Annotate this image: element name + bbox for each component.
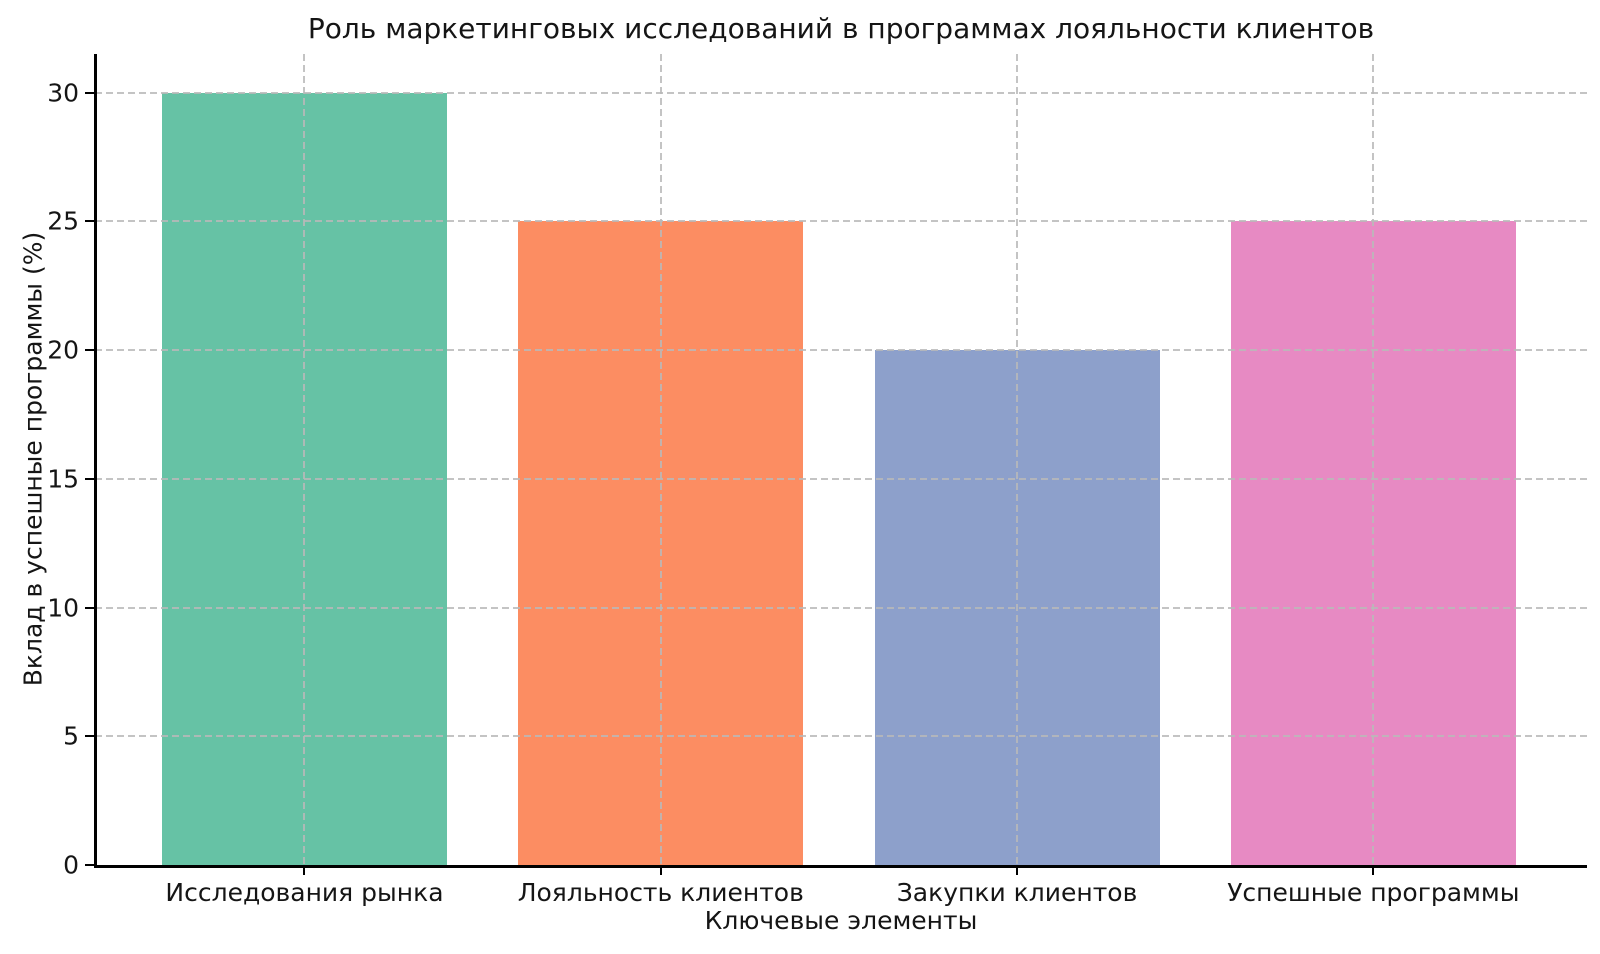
y-tick-mark: [85, 220, 95, 223]
y-tick-mark: [85, 91, 95, 94]
chart-title: Роль маркетинговых исследований в програ…: [307, 12, 1375, 45]
horizontal-gridline: [95, 349, 1587, 352]
x-tick-label: Исследования рынка: [165, 878, 444, 907]
y-tick-mark: [85, 349, 95, 352]
x-tick-mark: [659, 867, 662, 875]
y-tick-label: 0: [63, 850, 79, 880]
vertical-gridline: [1016, 54, 1019, 865]
plot-area: 0 5 10 15 20 25 30 Исследования рынка Лояльность…: [47, 54, 1587, 907]
x-tick-label: Лояльность клиентов: [517, 878, 804, 907]
x-tick-mark: [1372, 867, 1375, 875]
y-tick-label: 25: [47, 206, 79, 236]
x-axis-label: Ключевые элементы: [704, 906, 978, 935]
y-tick-label: 5: [63, 721, 79, 751]
x-tick-label: Закупки клиентов: [896, 878, 1138, 907]
horizontal-gridline: [95, 606, 1587, 609]
horizontal-gridline: [95, 477, 1587, 480]
y-tick-label: 10: [47, 593, 79, 623]
x-tick-label: Успешные программы: [1227, 878, 1520, 907]
y-axis-spine: [94, 54, 97, 865]
y-tick-mark: [85, 864, 95, 866]
y-axis-label: Вклад в успешные программы (%): [18, 231, 48, 687]
y-tick-label: 30: [47, 78, 79, 108]
x-tick-mark: [1016, 867, 1019, 875]
vertical-gridline: [1372, 54, 1375, 865]
x-tick-mark: [303, 867, 306, 875]
horizontal-gridline: [95, 91, 1587, 94]
y-tick-label: 15: [47, 464, 79, 494]
vertical-gridline: [303, 54, 306, 865]
y-tick-mark: [85, 606, 95, 609]
vertical-gridline: [659, 54, 662, 865]
horizontal-gridline: [95, 220, 1587, 223]
y-tick-mark: [85, 735, 95, 738]
horizontal-gridline: [95, 735, 1587, 738]
y-tick-mark: [85, 477, 95, 480]
y-tick-label: 20: [47, 335, 79, 365]
x-axis-spine: [94, 864, 1587, 868]
